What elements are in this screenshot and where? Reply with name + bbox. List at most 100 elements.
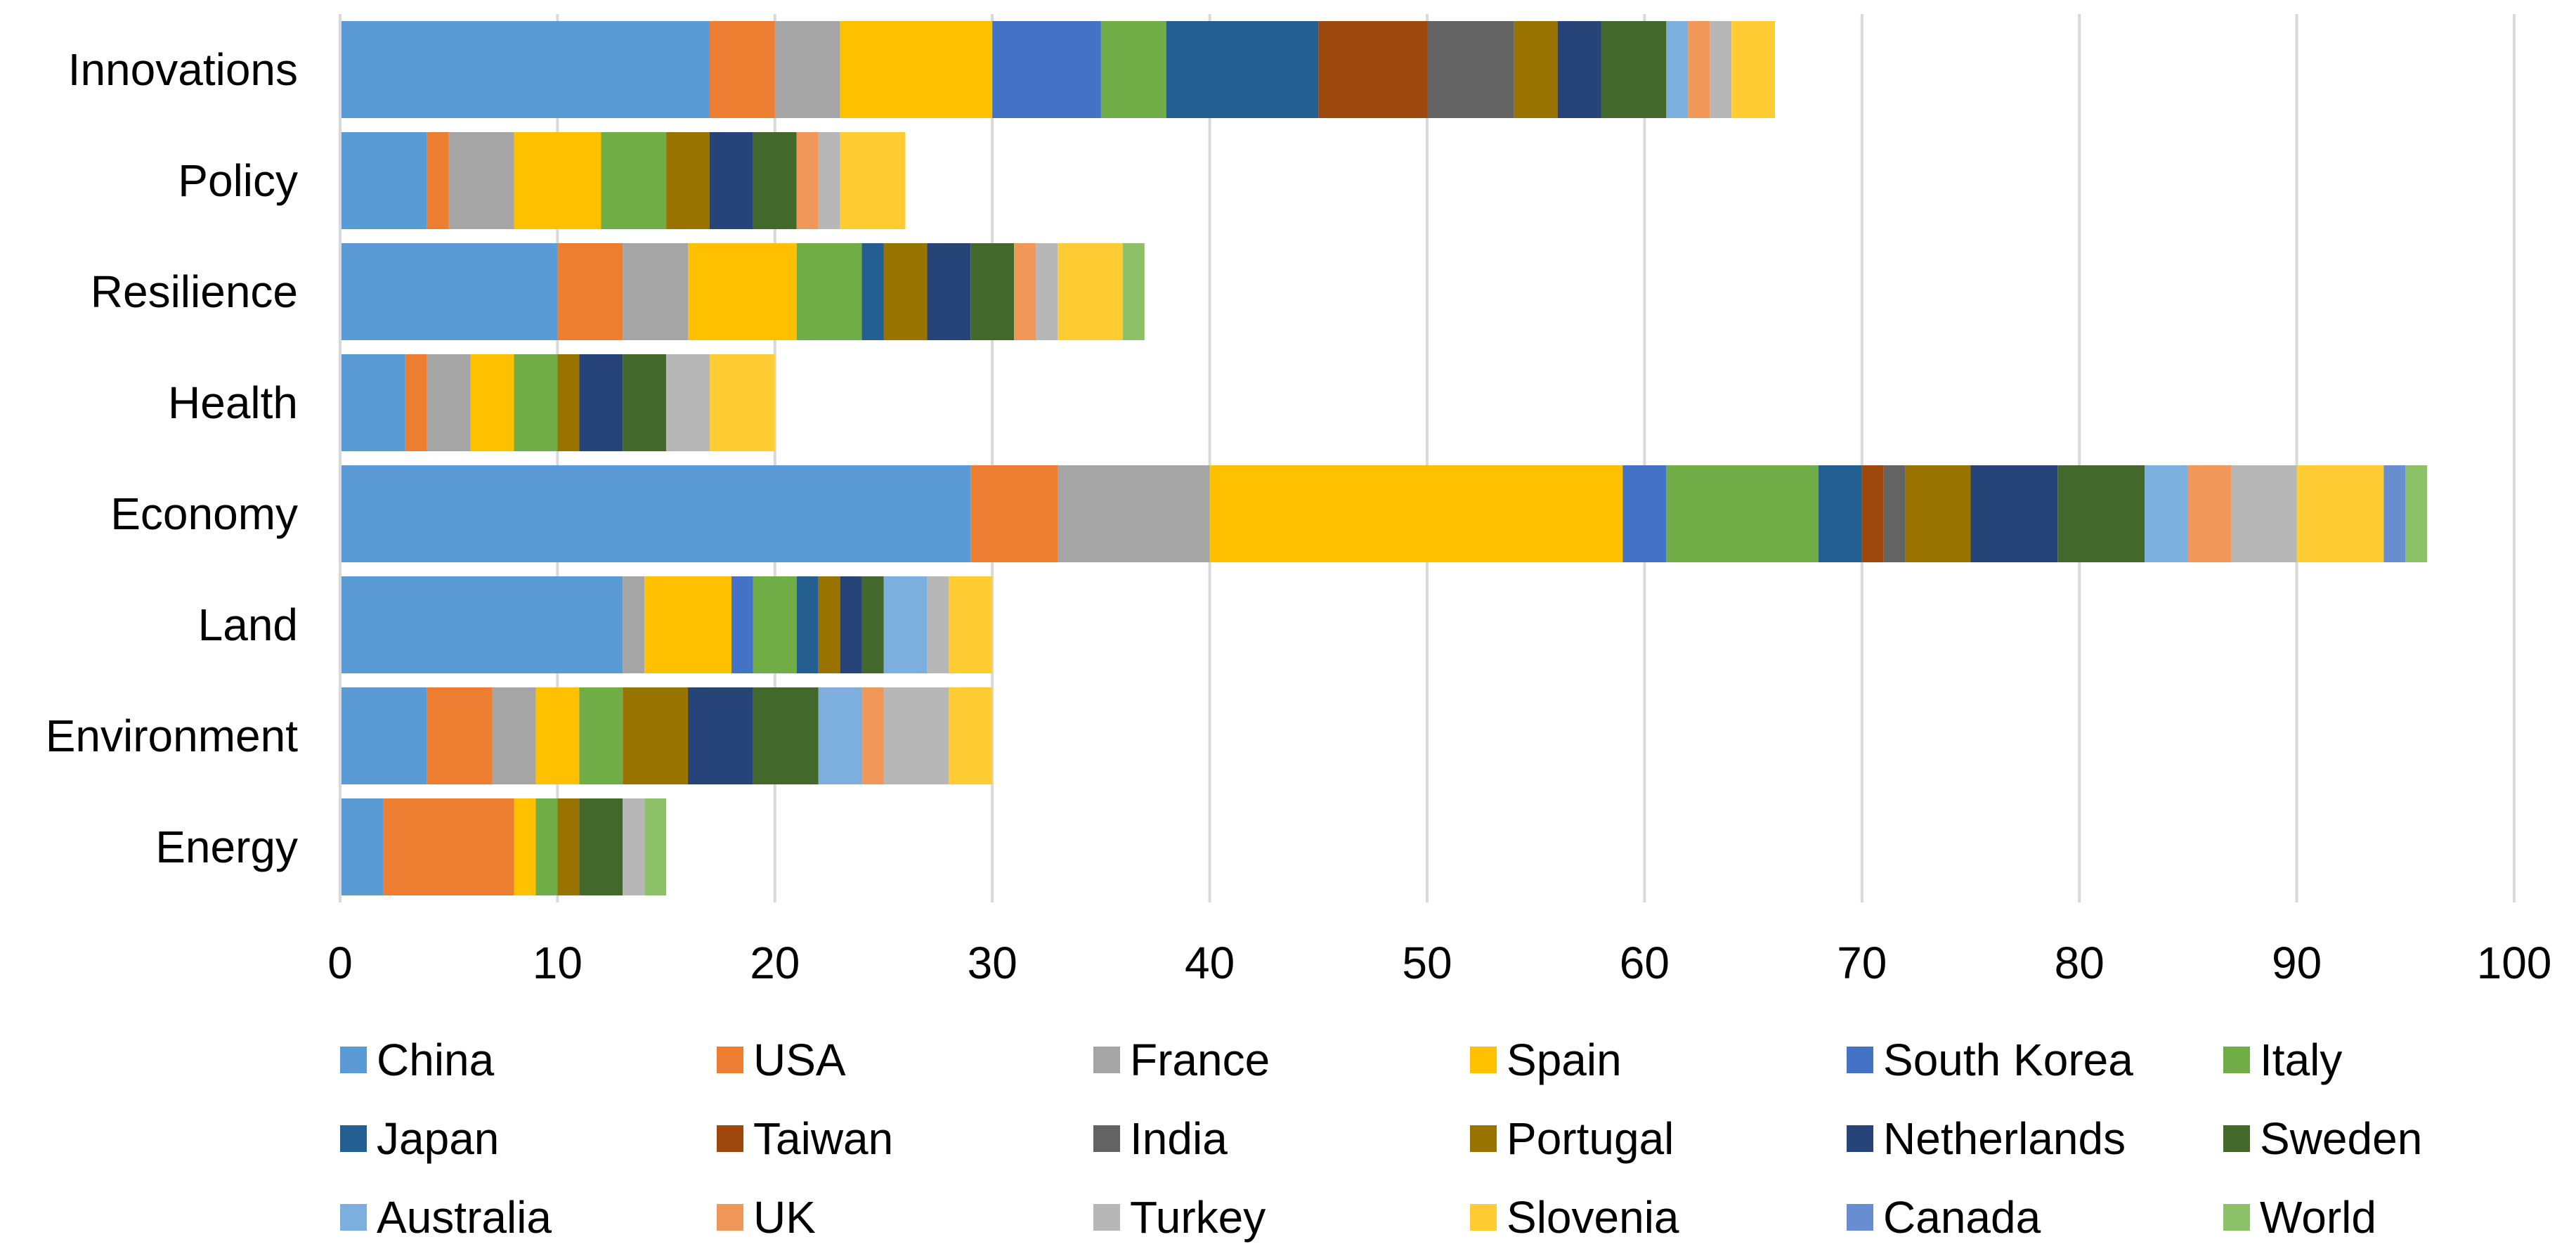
bar-environment-portugal [623, 687, 689, 784]
bar-innovations-turkey [1710, 21, 1732, 118]
bar-resilience-world [1122, 243, 1145, 340]
bar-innovations-australia [1666, 21, 1689, 118]
bar-resilience-italy [796, 243, 862, 340]
bar-economy-spain [1209, 465, 1623, 562]
x-tick-label-60: 60 [1620, 938, 1670, 988]
category-label-resilience: Resilience [91, 266, 298, 317]
bar-environment-china [340, 687, 427, 784]
bar-health-turkey [666, 354, 710, 451]
x-tick-label-20: 20 [750, 938, 800, 988]
bar-economy-portugal [1905, 465, 1971, 562]
legend-label-portugal: Portugal [1507, 1113, 1674, 1164]
bar-segments [340, 21, 2428, 895]
bar-land-france [623, 576, 645, 673]
category-label-energy: Energy [155, 822, 298, 872]
bar-policy-slovenia [840, 132, 906, 229]
bar-health-china [340, 354, 405, 451]
bar-policy-portugal [666, 132, 710, 229]
bar-land-china [340, 576, 623, 673]
bar-environment-usa [427, 687, 493, 784]
x-tick-label-50: 50 [1402, 938, 1452, 988]
legend-label-south-korea: South Korea [1883, 1035, 2133, 1085]
bar-innovations-sweden [1601, 21, 1667, 118]
bar-land-south-korea [731, 576, 753, 673]
legend-swatch-turkey [1093, 1204, 1120, 1231]
x-tick-label-40: 40 [1185, 938, 1235, 988]
legend-swatch-slovenia [1470, 1204, 1497, 1231]
legend-label-uk: UK [753, 1192, 816, 1243]
legend-swatch-uk [717, 1204, 743, 1231]
legend-swatch-world [2223, 1204, 2250, 1231]
bar-resilience-uk [1014, 243, 1036, 340]
legend-swatch-usa [717, 1047, 743, 1073]
bar-innovations-china [340, 21, 710, 118]
legend-label-japan: Japan [377, 1113, 499, 1164]
bar-economy-slovenia [2296, 465, 2384, 562]
bar-innovations-south-korea [992, 21, 1101, 118]
legend-label-usa: USA [753, 1035, 846, 1085]
legend-label-india: India [1130, 1113, 1228, 1164]
bar-resilience-sweden [970, 243, 1015, 340]
legend-label-italy: Italy [2260, 1035, 2342, 1085]
bar-environment-spain [535, 687, 580, 784]
bar-resilience-turkey [1036, 243, 1058, 340]
x-tick-label-100: 100 [2477, 938, 2552, 988]
legend-swatch-france [1093, 1047, 1120, 1073]
legend-label-netherlands: Netherlands [1883, 1113, 2126, 1164]
bar-resilience-slovenia [1058, 243, 1123, 340]
bar-land-japan [796, 576, 819, 673]
category-label-environment: Environment [46, 711, 299, 761]
bar-land-spain [644, 576, 731, 673]
bar-resilience-usa [557, 243, 623, 340]
bar-energy-world [644, 798, 667, 895]
bar-resilience-france [623, 243, 689, 340]
bar-policy-uk [796, 132, 819, 229]
bar-economy-india [1883, 465, 1906, 562]
bar-economy-taiwan [1861, 465, 1884, 562]
bar-environment-france [492, 687, 536, 784]
category-label-land: Land [198, 600, 298, 650]
bar-economy-turkey [2231, 465, 2297, 562]
legend-swatch-canada [1847, 1204, 1873, 1231]
bar-innovations-italy [1100, 21, 1166, 118]
bar-policy-usa [427, 132, 449, 229]
x-tick-label-80: 80 [2055, 938, 2105, 988]
legend-swatch-sweden [2223, 1125, 2250, 1152]
bar-environment-italy [579, 687, 623, 784]
bar-energy-sweden [579, 798, 623, 895]
legend-label-canada: Canada [1883, 1192, 2041, 1243]
x-tick-label-30: 30 [968, 938, 1017, 988]
bar-innovations-slovenia [1731, 21, 1776, 118]
bar-policy-italy [601, 132, 667, 229]
x-tick-labels: 0 10 20 30 40 50 60 70 80 90 100 [327, 938, 2551, 988]
legend-swatch-china [340, 1047, 367, 1073]
bar-environment-australia [818, 687, 862, 784]
legend-swatch-south-korea [1847, 1047, 1873, 1073]
legend: China USA France Spain South Korea Italy Japan… [340, 1035, 2422, 1243]
bar-innovations-netherlands [1557, 21, 1601, 118]
x-tick-label-70: 70 [1837, 938, 1887, 988]
bar-environment-slovenia [949, 687, 993, 784]
legend-swatch-spain [1470, 1047, 1497, 1073]
bar-economy-canada [2383, 465, 2406, 562]
legend-label-slovenia: Slovenia [1507, 1192, 1679, 1243]
bar-innovations-usa [709, 21, 775, 118]
bar-land-portugal [818, 576, 840, 673]
category-label-health: Health [168, 377, 298, 428]
bar-environment-netherlands [688, 687, 753, 784]
bar-resilience-china [340, 243, 558, 340]
legend-label-taiwan: Taiwan [753, 1113, 893, 1164]
bar-health-france [427, 354, 471, 451]
bar-health-italy [514, 354, 558, 451]
bar-energy-italy [535, 798, 558, 895]
bar-innovations-india [1427, 21, 1514, 118]
legend-swatch-japan [340, 1125, 367, 1152]
bar-health-spain [470, 354, 514, 451]
bar-energy-spain [514, 798, 536, 895]
bar-health-slovenia [709, 354, 775, 451]
bar-energy-china [340, 798, 384, 895]
legend-label-sweden: Sweden [2260, 1113, 2422, 1164]
category-labels: Innovations Policy Resilience Health Economy… [46, 44, 299, 872]
x-tick-label-90: 90 [2272, 938, 2322, 988]
